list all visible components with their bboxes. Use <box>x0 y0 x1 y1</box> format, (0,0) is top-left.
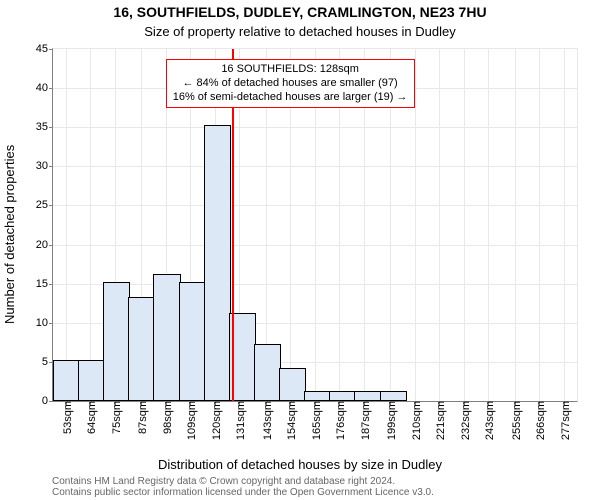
histogram-bar <box>279 368 306 401</box>
gridline-vertical <box>564 49 565 401</box>
x-tick-label: 266sqm <box>531 401 547 440</box>
x-tick-label: 221sqm <box>431 401 447 440</box>
y-tick-label: 45 <box>36 43 53 55</box>
chart-container: { "chart": { "type": "histogram", "title… <box>0 0 600 500</box>
x-tick-label: 232sqm <box>456 401 472 440</box>
copyright-notice: Contains HM Land Registry data © Crown c… <box>52 476 434 498</box>
x-tick-label: 53sqm <box>58 401 74 434</box>
x-tick-label: 120sqm <box>207 401 223 440</box>
gridline-vertical <box>515 49 516 401</box>
histogram-bar <box>103 282 130 401</box>
x-tick-label: 87sqm <box>133 401 149 434</box>
y-tick-label: 0 <box>42 395 53 407</box>
gridline-vertical <box>439 49 440 401</box>
gridline-vertical <box>539 49 540 401</box>
x-tick-label: 243sqm <box>480 401 496 440</box>
x-tick-label: 277sqm <box>556 401 572 440</box>
y-tick-label: 30 <box>36 160 53 172</box>
x-tick-label: 187sqm <box>356 401 372 440</box>
x-axis-label: Distribution of detached houses by size … <box>0 457 600 472</box>
gridline-vertical <box>415 49 416 401</box>
gridline-vertical <box>464 49 465 401</box>
histogram-bar <box>53 360 80 401</box>
x-tick-label: 98sqm <box>158 401 174 434</box>
plot-area: 05101520253035404553sqm64sqm75sqm87sqm98… <box>52 48 578 402</box>
chart-title: 16, SOUTHFIELDS, DUDLEY, CRAMLINGTON, NE… <box>0 4 600 20</box>
x-tick-label: 109sqm <box>182 401 198 440</box>
x-tick-label: 210sqm <box>407 401 423 440</box>
x-tick-label: 131sqm <box>231 401 247 440</box>
gridline-vertical <box>488 49 489 401</box>
histogram-bar <box>78 360 105 401</box>
y-tick-label: 15 <box>36 278 53 290</box>
y-axis-label: Number of detached properties <box>2 145 17 324</box>
y-tick-label: 40 <box>36 82 53 94</box>
histogram-bar <box>153 274 180 401</box>
y-tick-label: 10 <box>36 317 53 329</box>
x-tick-label: 255sqm <box>507 401 523 440</box>
y-tick-label: 5 <box>42 356 53 368</box>
x-tick-label: 75sqm <box>107 401 123 434</box>
histogram-bar <box>204 125 231 401</box>
annotation-box: 16 SOUTHFIELDS: 128sqm← 84% of detached … <box>166 59 415 108</box>
x-tick-label: 154sqm <box>282 401 298 440</box>
x-tick-label: 143sqm <box>258 401 274 440</box>
histogram-bar <box>329 391 356 401</box>
chart-subtitle: Size of property relative to detached ho… <box>0 24 600 39</box>
gridline-vertical <box>66 49 67 401</box>
y-tick-label: 35 <box>36 121 53 133</box>
x-tick-label: 165sqm <box>307 401 323 440</box>
histogram-bar <box>354 391 381 401</box>
histogram-bar <box>128 297 155 401</box>
histogram-bar <box>304 391 331 401</box>
y-tick-label: 25 <box>36 199 53 211</box>
x-tick-label: 64sqm <box>82 401 98 434</box>
histogram-bar <box>380 391 407 401</box>
y-tick-label: 20 <box>36 239 53 251</box>
x-tick-label: 176sqm <box>331 401 347 440</box>
x-tick-label: 199sqm <box>382 401 398 440</box>
histogram-bar <box>254 344 281 401</box>
histogram-bar <box>179 282 206 401</box>
gridline-vertical <box>90 49 91 401</box>
